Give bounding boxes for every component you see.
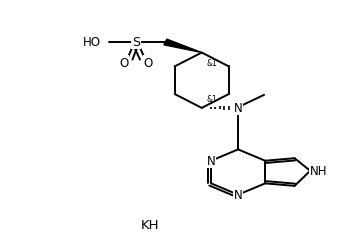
Text: S: S <box>132 36 140 49</box>
Text: &1: &1 <box>206 59 217 68</box>
Text: KH: KH <box>141 218 159 232</box>
Text: N: N <box>234 102 243 115</box>
Text: &1: &1 <box>206 95 217 104</box>
Text: NH: NH <box>310 165 328 178</box>
Text: HO: HO <box>83 36 101 49</box>
Text: O: O <box>143 57 153 70</box>
Text: O: O <box>119 57 128 70</box>
Text: N: N <box>207 155 215 168</box>
Polygon shape <box>164 40 202 53</box>
Text: N: N <box>234 188 243 201</box>
